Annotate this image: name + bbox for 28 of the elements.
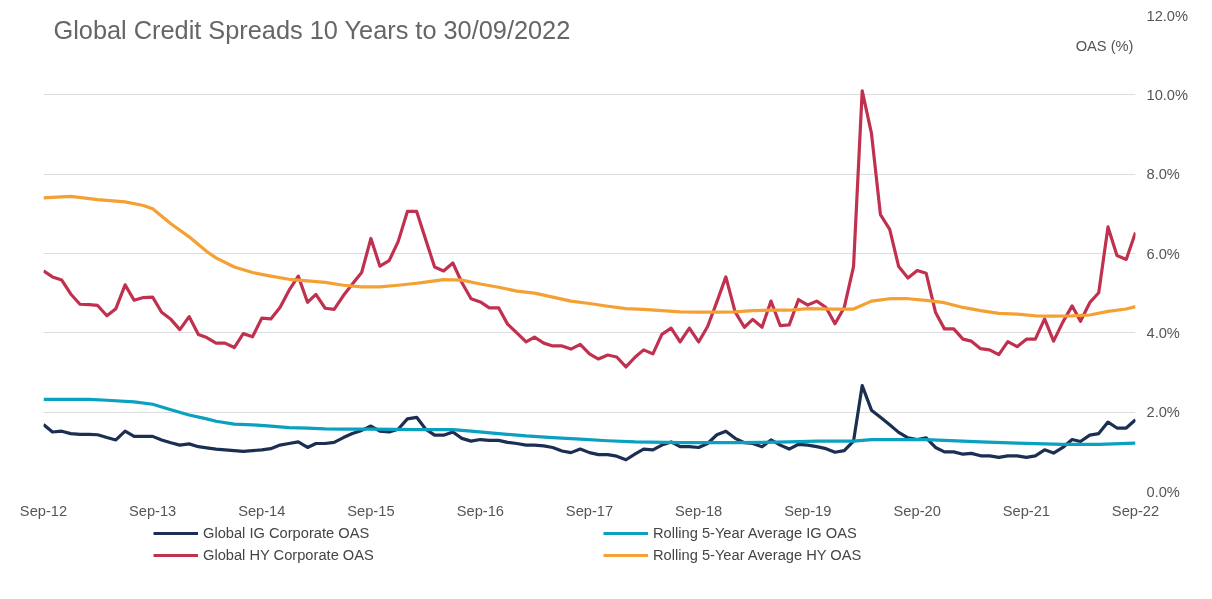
legend-label: Global IG Corporate OAS [203,525,371,541]
x-tick-label: Sep-17 [565,502,614,519]
x-tick-label: Sep-12 [19,502,68,519]
x-tick-label: Sep-19 [784,502,832,519]
x-tick-label: Sep-22 [1111,502,1160,519]
y-tick-label: 12.0% [1146,7,1189,24]
x-tick-label: Sep-14 [238,502,286,519]
y-tick-label: 10.0% [1146,86,1189,103]
y-tick-label: 8.0% [1146,166,1180,183]
x-tick-label: Sep-15 [347,502,395,519]
x-tick-label: Sep-20 [893,502,941,519]
line-series [43,397,1136,446]
x-tick-label: Sep-13 [129,502,177,519]
x-tick-label: Sep-18 [675,502,723,519]
line-series [43,383,1136,462]
x-tick-label: Sep-21 [1002,502,1050,519]
y-tick-label: 4.0% [1146,324,1180,341]
y-tick-label: 0.0% [1146,483,1180,500]
legend-label: Global HY Corporate OAS [203,547,375,563]
line-series [43,89,1136,369]
chart-title: Global Credit Spreads 10 Years to 30/09/2022 [53,15,571,44]
y-tick-label: 6.0% [1146,245,1180,262]
x-tick-label: Sep-16 [456,502,504,519]
legend-label: Rolling 5-Year Average HY OAS [653,547,863,563]
y-tick-label: 2.0% [1146,404,1180,421]
legend-label: Rolling 5-Year Average IG OAS [653,525,858,541]
line-series [43,194,1136,318]
y-axis-title: OAS (%) [1075,37,1134,54]
